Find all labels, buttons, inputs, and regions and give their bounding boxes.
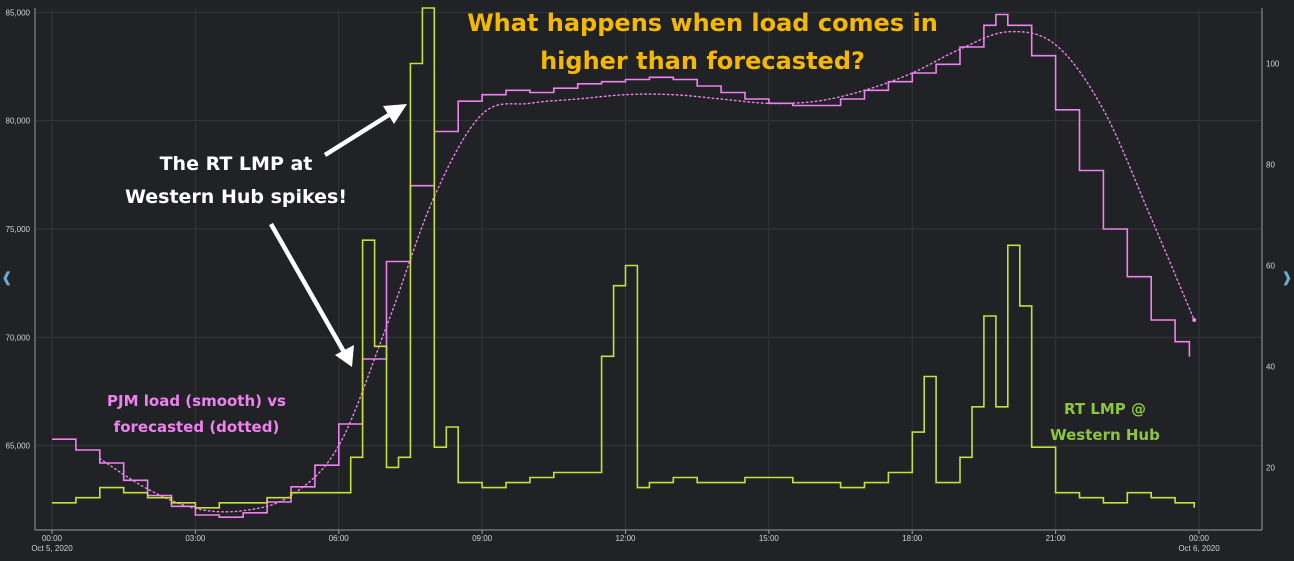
lmp-series-line <box>52 7 1195 509</box>
x-tick-date-label: Oct 5, 2020 <box>31 544 73 553</box>
chart-title: What happens when load comes in higher t… <box>467 9 938 75</box>
forecast-end-marker <box>1192 318 1197 322</box>
y-right-tick-label: 60 <box>1266 261 1275 270</box>
annotation-arrows <box>269 104 407 367</box>
y-right-tick-label: 20 <box>1266 463 1275 472</box>
arrow-to-spike-shaft <box>323 111 394 157</box>
arrow-to-lmp-shaft <box>269 222 346 354</box>
y-left-tick-label: 85,000 <box>6 8 31 17</box>
x-tick-label: 06:00 <box>329 534 350 543</box>
arrow-to-lmp-head <box>335 345 354 367</box>
spike-annotation: The RT LMP at Western Hub spikes! <box>124 153 347 208</box>
x-tick-label: 21:00 <box>1046 534 1067 543</box>
x-tick-label: 12:00 <box>615 534 636 543</box>
y-left-tick-label: 70,000 <box>6 333 31 342</box>
x-tick-label: 00:00 <box>42 534 63 543</box>
y-left-tick-label: 75,000 <box>6 225 31 234</box>
series <box>52 7 1197 518</box>
load-series-label: PJM load (smooth) vs forecasted (dotted) <box>107 392 286 436</box>
grid <box>36 9 1261 529</box>
x-tick-label: 00:00 <box>1189 534 1210 543</box>
x-tick-label: 18:00 <box>902 534 923 543</box>
load-series-line <box>52 13 1191 518</box>
chevron-right-icon[interactable]: ❱ <box>1281 269 1293 285</box>
arrow-to-spike-head <box>383 104 407 124</box>
forecast-series-line <box>99 30 1195 513</box>
axes: 65,000 70,000 75,000 80,000 85,000 20 40 60 80 10… <box>6 8 1280 553</box>
y-left-tick-label: 65,000 <box>6 442 31 451</box>
y-right-tick-label: 80 <box>1266 161 1275 170</box>
x-tick-label: 03:00 <box>185 534 206 543</box>
chevron-left-icon[interactable]: ❰ <box>1 269 13 285</box>
y-right-tick-label: 100 <box>1266 60 1280 69</box>
y-right-tick-label: 40 <box>1266 362 1275 371</box>
y-left-tick-label: 80,000 <box>6 117 31 126</box>
x-tick-label: 09:00 <box>472 534 493 543</box>
x-tick-date-label: Oct 6, 2020 <box>1178 544 1220 553</box>
x-tick-label: 15:00 <box>759 534 780 543</box>
lmp-series-label: RT LMP @ Western Hub <box>1050 400 1160 444</box>
